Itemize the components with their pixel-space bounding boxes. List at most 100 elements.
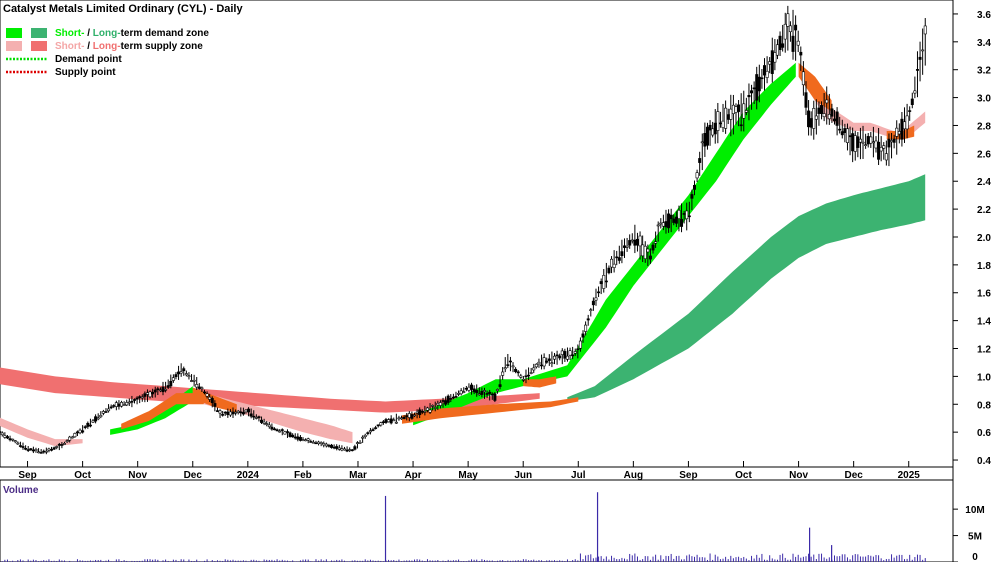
candle-body-41 <box>99 415 103 418</box>
candle-body-257 <box>659 222 663 225</box>
time-tick-label-5: Feb <box>294 470 312 481</box>
candle-body-203 <box>519 375 523 378</box>
candle-body-349 <box>897 131 901 135</box>
candle-body-23 <box>52 447 56 450</box>
legend-label-part-1-3: term supply zone <box>121 41 204 52</box>
candle-body-355 <box>913 90 917 94</box>
candle-body-274 <box>703 133 707 147</box>
candle-body-30 <box>70 436 74 439</box>
candle-body-235 <box>602 275 606 289</box>
candle-body-226 <box>578 340 582 349</box>
candle-body-152 <box>387 419 391 423</box>
candle-body-109 <box>275 429 279 432</box>
legend-label-part-0-2: Long- <box>93 28 121 39</box>
candle-body-13 <box>26 449 30 451</box>
price-tick-label-13: 3.0 <box>977 94 991 105</box>
candle-body-124 <box>314 442 318 445</box>
candle-body-96 <box>241 412 245 415</box>
candle-body-31 <box>73 433 77 438</box>
candle-body-157 <box>400 417 404 420</box>
candle-body-120 <box>304 439 308 442</box>
candle-body-110 <box>278 430 282 433</box>
candle-body-339 <box>871 141 875 144</box>
candle-body-36 <box>86 422 90 427</box>
legend-label-1: Short- / Long-term supply zone <box>55 41 203 52</box>
candle-body-160 <box>407 413 411 418</box>
candle-body-50 <box>122 404 126 406</box>
candle-body-196 <box>501 371 505 376</box>
candle-body-348 <box>895 127 899 137</box>
candle-body-230 <box>589 309 593 311</box>
candle-body-282 <box>724 107 728 129</box>
candle-body-323 <box>830 108 834 117</box>
candle-body-198 <box>506 364 510 366</box>
overlap-zone-2 <box>402 397 579 424</box>
candle-body-69 <box>171 377 175 381</box>
candle-body-263 <box>674 216 678 224</box>
candle-body-161 <box>410 414 414 419</box>
candle-body-311 <box>799 51 803 56</box>
candle-body-358 <box>921 49 925 52</box>
candle-body-112 <box>283 431 287 435</box>
time-tick-label-2: Nov <box>128 470 147 481</box>
candle-body-113 <box>285 431 289 433</box>
candle-body-256 <box>656 224 660 227</box>
candle-body-33 <box>78 429 82 434</box>
volume-tick-label-2: 10M <box>965 505 984 516</box>
candle-body-200 <box>511 365 515 368</box>
candle-body-3 <box>0 432 4 436</box>
candle-body-316 <box>812 108 816 129</box>
candle-body-217 <box>555 354 559 357</box>
volume-tick-label-0: 0 <box>972 552 978 562</box>
candle-body-252 <box>646 248 650 253</box>
price-tick-label-12: 2.8 <box>977 121 991 132</box>
candle-body-199 <box>508 360 512 363</box>
candle-body-273 <box>700 141 704 144</box>
candle-body-46 <box>112 405 116 407</box>
candle-body-267 <box>685 210 689 220</box>
candle-body-297 <box>763 65 767 76</box>
candle-body-86 <box>215 410 219 412</box>
candle-body-326 <box>838 128 842 131</box>
candle-body-302 <box>775 44 779 56</box>
candle-body-206 <box>527 374 531 377</box>
candle-body-220 <box>563 351 567 359</box>
candle-body-347 <box>892 138 896 143</box>
candle-body-312 <box>801 71 805 86</box>
candle-body-278 <box>713 122 717 135</box>
candle-body-325 <box>835 111 839 126</box>
candle-body-65 <box>161 386 165 393</box>
candle-body-118 <box>298 437 302 441</box>
price-tick-label-14: 3.2 <box>977 66 991 77</box>
candle-body-34 <box>81 430 85 433</box>
candle-body-89 <box>223 411 227 414</box>
candle-body-68 <box>169 380 173 387</box>
candle-body-137 <box>348 449 352 451</box>
candle-body-128 <box>324 443 328 447</box>
candle-body-249 <box>638 235 642 247</box>
legend-swatch-short-0 <box>6 28 22 38</box>
time-tick-label-7: Apr <box>404 470 421 481</box>
candle-body-338 <box>869 136 873 144</box>
price-tick-label-5: 1.4 <box>977 317 991 328</box>
candle-body-48 <box>117 403 121 407</box>
candle-body-97 <box>244 409 248 413</box>
candle-body-57 <box>140 396 144 399</box>
candle-body-134 <box>340 448 344 451</box>
candle-body-293 <box>752 87 756 90</box>
candle-body-63 <box>156 388 160 391</box>
candle-body-335 <box>861 141 865 144</box>
candle-body-180 <box>459 390 463 395</box>
candle-body-76 <box>190 380 194 382</box>
candle-body-90 <box>226 411 230 416</box>
legend-label-part-1-2: Long- <box>93 41 121 52</box>
candle-body-19 <box>42 450 46 453</box>
candle-body-59 <box>145 392 149 395</box>
candle-body-171 <box>436 403 440 406</box>
candle-body-214 <box>547 358 551 361</box>
time-tick-label-9: Jun <box>514 470 532 481</box>
candle-body-310 <box>796 40 800 46</box>
candle-body-237 <box>607 267 611 274</box>
candle-body-121 <box>306 438 310 441</box>
